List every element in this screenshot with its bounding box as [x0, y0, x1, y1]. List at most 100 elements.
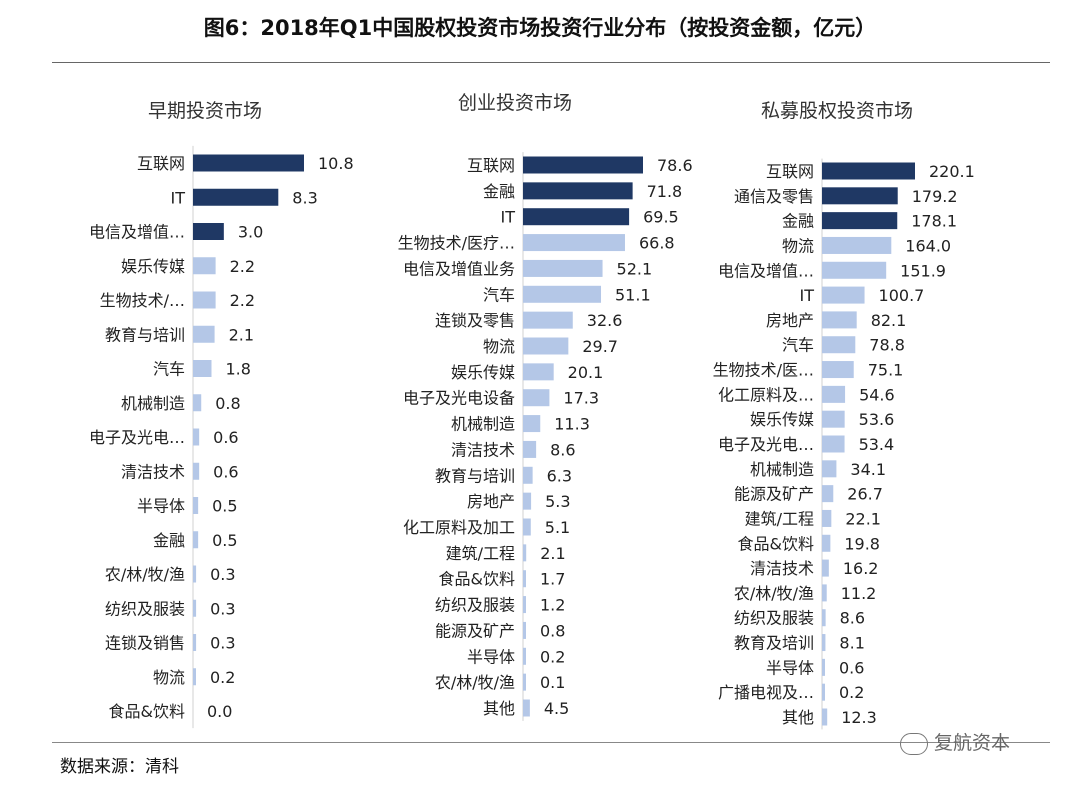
- data-label: 8.6: [550, 440, 575, 459]
- watermark-text: 复航资本: [934, 732, 1011, 754]
- data-label: 0.6: [839, 658, 864, 677]
- data-label: 52.1: [617, 259, 653, 278]
- category-label: 房地产: [467, 492, 515, 511]
- data-label: 11.3: [554, 415, 590, 434]
- data-label: 29.7: [582, 337, 618, 356]
- category-label: 能源及矿产: [734, 485, 814, 504]
- data-label: 78.6: [657, 156, 693, 175]
- category-label: 其他: [782, 708, 814, 727]
- data-label: 0.6: [213, 428, 238, 447]
- data-label: 22.1: [845, 509, 881, 528]
- data-label: 179.2: [912, 187, 958, 206]
- category-label: 教育及培训: [734, 634, 814, 653]
- data-label: 10.8: [318, 154, 354, 173]
- data-label: 32.6: [587, 311, 623, 330]
- category-label: 生物技术/…: [100, 291, 185, 310]
- data-label: 8.6: [840, 609, 865, 628]
- bar: [523, 156, 643, 174]
- bar: [822, 410, 845, 428]
- category-label: 食品&饮料: [439, 570, 515, 589]
- data-label: 0.1: [540, 673, 565, 692]
- data-label: 54.6: [859, 385, 895, 404]
- bar: [822, 609, 826, 627]
- bar: [193, 257, 216, 275]
- category-label: 教育与培训: [435, 466, 515, 485]
- data-label: 178.1: [911, 212, 957, 231]
- category-label: 互联网: [766, 162, 814, 181]
- category-label: 物流: [782, 236, 814, 255]
- bar: [193, 428, 200, 446]
- data-label: 6.3: [547, 466, 572, 485]
- category-label: 电子及光电设备: [403, 389, 515, 408]
- data-label: 82.1: [871, 311, 907, 330]
- data-label: 5.1: [545, 518, 570, 537]
- bar: [193, 154, 304, 172]
- data-label: 53.6: [859, 410, 895, 429]
- category-label: 物流: [483, 337, 515, 356]
- watermark: 复航资本: [900, 728, 1010, 755]
- category-label: 能源及矿产: [435, 621, 515, 640]
- category-label: 娱乐传媒: [451, 363, 515, 382]
- data-label: 1.2: [540, 596, 565, 615]
- data-label: 2.1: [229, 325, 254, 344]
- category-label: 半导体: [137, 497, 185, 516]
- data-label: 66.8: [639, 234, 675, 253]
- data-label: 0.0: [207, 702, 232, 721]
- category-label: 食品&饮料: [738, 534, 814, 553]
- category-label: 清洁技术: [750, 559, 814, 578]
- category-label: 教育与培训: [105, 325, 185, 344]
- bar: [193, 188, 279, 206]
- category-label: 化工原料及加工: [403, 518, 515, 537]
- category-label: 电信及增值…: [718, 261, 814, 280]
- data-label: 0.5: [212, 497, 237, 516]
- category-label: 电信及增值…: [89, 223, 185, 242]
- category-label: 清洁技术: [121, 462, 185, 481]
- category-label: 食品&饮料: [109, 702, 185, 721]
- category-label: 纺织及服装: [435, 596, 515, 615]
- bar: [193, 360, 212, 377]
- data-label: 2.2: [230, 257, 255, 276]
- category-label: 电信及增值业务: [403, 259, 515, 278]
- category-label: 生物技术/医疗…: [398, 234, 515, 253]
- data-label: 78.8: [869, 336, 905, 355]
- data-label: 0.3: [210, 599, 235, 618]
- bar: [822, 212, 898, 230]
- bar: [523, 389, 550, 407]
- bar: [523, 621, 526, 639]
- chart-title: 创业投资市场: [458, 92, 572, 114]
- data-label: 0.2: [540, 647, 565, 666]
- data-label: 0.3: [210, 634, 235, 653]
- data-label: 164.0: [905, 236, 951, 255]
- category-label: 物流: [153, 668, 185, 687]
- category-label: 电子及光电…: [89, 428, 185, 447]
- bar: [822, 634, 826, 652]
- category-label: 建筑/工程: [446, 544, 515, 563]
- category-label: 电子及光电…: [718, 435, 814, 454]
- bar: [523, 466, 533, 484]
- bar: [822, 559, 829, 577]
- bar: [822, 336, 856, 354]
- bar: [822, 435, 845, 453]
- bar: [523, 234, 625, 252]
- bottom-divider: [52, 742, 1050, 743]
- chart-title: 早期投资市场: [148, 100, 262, 122]
- bar: [193, 462, 200, 480]
- category-label: 其他: [483, 699, 515, 718]
- category-label: 互联网: [137, 154, 185, 173]
- bar: [822, 187, 898, 205]
- category-label: 纺织及服装: [734, 609, 814, 628]
- data-label: 1.8: [226, 360, 251, 379]
- bar: [193, 325, 215, 343]
- data-label: 16.2: [843, 559, 879, 578]
- category-label: 机械制造: [121, 394, 185, 413]
- data-label: 3.0: [238, 223, 263, 242]
- category-label: IT: [171, 188, 186, 207]
- bar: [523, 259, 603, 277]
- bar: [523, 285, 602, 303]
- data-label: 5.3: [545, 492, 570, 511]
- category-label: 农/林/牧/渔: [105, 565, 185, 584]
- data-label: 1.7: [540, 570, 565, 589]
- chart-title: 私募股权投资市场: [761, 100, 913, 122]
- data-label: 51.1: [615, 285, 651, 304]
- bar: [822, 236, 892, 254]
